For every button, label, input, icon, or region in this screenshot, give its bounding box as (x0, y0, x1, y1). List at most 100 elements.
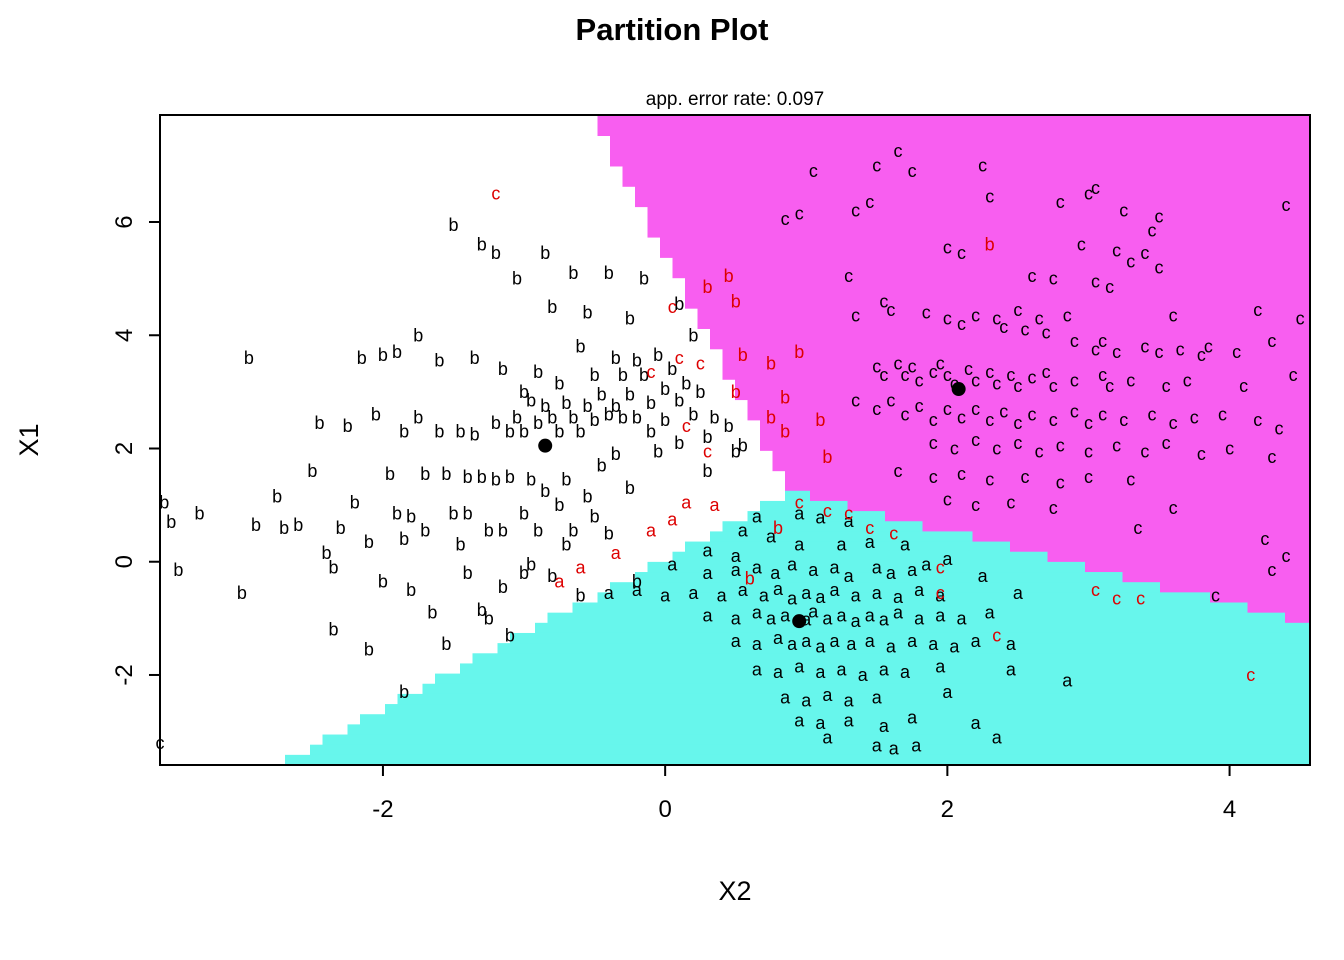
data-point-c: c (1183, 371, 1192, 391)
data-point-b: b (568, 407, 578, 427)
data-point-b: b (724, 266, 734, 286)
data-point-b: b (329, 620, 339, 640)
x-tick-label: 4 (1223, 796, 1236, 823)
data-point-c: c (1169, 498, 1178, 518)
data-point-c: c (971, 495, 980, 515)
x-tick-label: 0 (658, 796, 671, 823)
region-strip (685, 297, 1310, 309)
data-point-c: c (1049, 498, 1058, 518)
data-point-b: b (773, 518, 783, 538)
data-point-c: c (978, 155, 987, 175)
data-point-a: a (872, 736, 883, 756)
data-point-b: b (780, 422, 790, 442)
data-point-c: c (1225, 438, 1234, 458)
data-point-a: a (667, 555, 678, 575)
data-point-c: c (929, 467, 938, 487)
data-point-c: c (1147, 405, 1156, 425)
data-point-b: b (625, 385, 635, 405)
x-axis: -2 0 2 4 (372, 765, 1236, 823)
data-point-b: b (575, 586, 585, 606)
region-strip (472, 653, 1310, 665)
decision-regions (285, 115, 1310, 765)
data-point-c: c (823, 501, 832, 521)
data-point-a: a (738, 580, 749, 600)
data-point-b: b (738, 345, 748, 365)
region-strip (760, 419, 1310, 431)
data-point-a: a (766, 526, 777, 546)
data-point-c: c (844, 266, 853, 286)
data-point-b: b (681, 373, 691, 393)
data-point-a: a (858, 665, 869, 685)
region-strip (1285, 612, 1310, 624)
data-point-c: c (957, 243, 966, 263)
data-point-c: c (1169, 305, 1178, 325)
data-point-c: c (1013, 300, 1022, 320)
data-point-c: c (1197, 345, 1206, 365)
data-point-c: c (943, 308, 952, 328)
data-point-c: c (1056, 192, 1065, 212)
data-point-b: b (413, 325, 423, 345)
region-strip (635, 572, 1123, 583)
region-strip (1122, 572, 1310, 583)
data-point-c: c (1119, 410, 1128, 430)
data-point-b: b (561, 535, 571, 555)
region-strip (697, 307, 1310, 319)
region-strip (610, 135, 1310, 147)
data-point-b: b (604, 405, 614, 425)
data-point-b: b (477, 235, 487, 255)
data-point-a: a (752, 634, 763, 654)
data-point-c: c (992, 438, 1001, 458)
y-tick-label: 0 (111, 555, 138, 568)
region-strip (610, 155, 1310, 167)
data-point-b: b (491, 470, 501, 490)
data-point-a: a (879, 716, 890, 736)
region-strip (635, 196, 1310, 208)
region-strip (685, 541, 1010, 553)
data-point-b: b (646, 422, 656, 442)
data-point-a: a (829, 631, 840, 651)
data-point-c: c (1028, 368, 1037, 388)
region-strip (672, 551, 1048, 563)
data-point-a: a (872, 688, 883, 708)
data-point-c: c (1112, 342, 1121, 362)
data-point-c: c (943, 489, 952, 509)
region-strip (810, 490, 1310, 502)
data-point-c: c (1246, 665, 1255, 685)
data-point-a: a (935, 656, 946, 676)
data-point-b: b (512, 407, 522, 427)
data-point-c: c (1070, 402, 1079, 422)
data-point-c: c (865, 192, 874, 212)
data-point-b: b (554, 422, 564, 442)
data-point-a: a (914, 608, 925, 628)
region-strip (772, 460, 1310, 472)
data-point-a: a (752, 506, 763, 526)
data-point-a: a (688, 583, 699, 603)
data-point-b: b (583, 487, 593, 507)
data-point-c: c (696, 354, 705, 374)
data-point-c: c (1056, 472, 1065, 492)
data-point-a: a (731, 608, 742, 628)
data-point-b: b (385, 464, 395, 484)
data-point-c: c (872, 155, 881, 175)
data-point-b: b (526, 390, 536, 410)
region-strip (847, 500, 1310, 512)
data-point-b: b (547, 407, 557, 427)
data-point-a: a (681, 492, 692, 512)
data-point-b: b (597, 385, 607, 405)
data-point-c: c (893, 141, 902, 161)
region-strip (760, 440, 1310, 451)
data-point-b: b (660, 410, 670, 430)
data-point-b: b (590, 410, 600, 430)
data-point-b: b (554, 373, 564, 393)
data-point-a: a (604, 583, 615, 603)
data-point-c: c (992, 373, 1001, 393)
data-point-b: b (251, 515, 261, 535)
data-point-c: c (889, 523, 898, 543)
region-strip (360, 714, 1310, 726)
data-point-b: b (364, 639, 374, 659)
data-point-a: a (787, 555, 798, 575)
region-strip (310, 744, 1310, 756)
data-point-c: c (682, 416, 691, 436)
data-point-b: b (674, 433, 684, 453)
data-point-a: a (1013, 583, 1024, 603)
